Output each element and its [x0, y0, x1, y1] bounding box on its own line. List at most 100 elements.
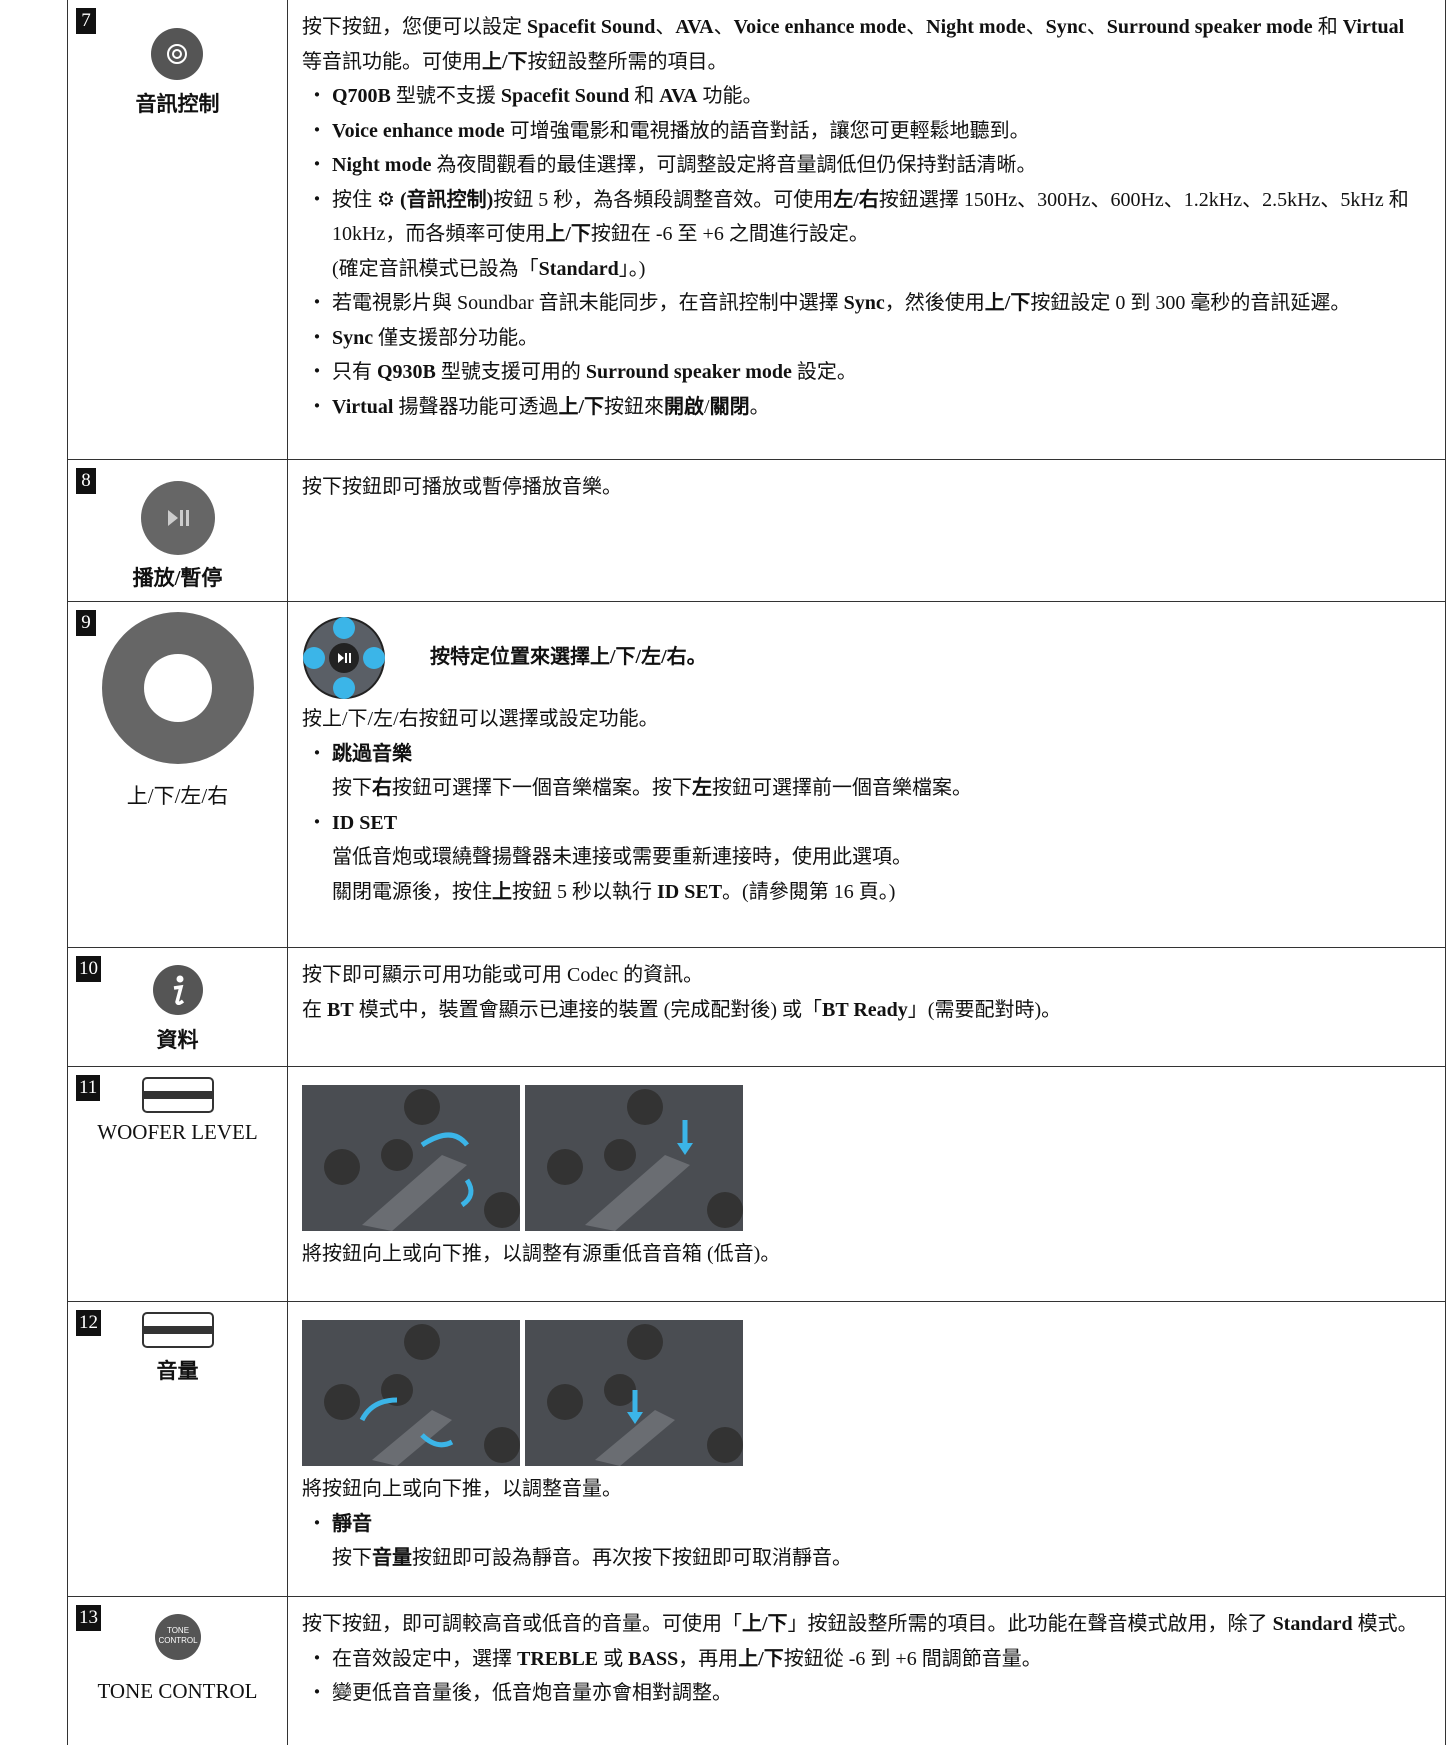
dpad-caption-row: 按特定位置來選擇上/下/左/右。 — [302, 612, 1427, 702]
text: 模式。 — [1352, 1613, 1418, 1635]
text: 按鈕可選擇下一個音樂檔案。按下 — [392, 777, 692, 799]
text: 當低音炮或環繞聲揚聲器未連接或需要重新連接時，使用此選項。 — [332, 846, 912, 868]
text: 功能。 — [697, 85, 763, 107]
bullet-item: ・靜音 — [302, 1507, 1427, 1542]
bullet: ・ — [307, 361, 327, 383]
bullet: ・ — [307, 395, 327, 418]
text: 將按鈕向上或向下推，以調整有源重低音音箱 (低音)。 — [302, 1243, 781, 1265]
table-row: 13 TONE CONTROL TONE CONTROL 按下按鈕，即可調較高音或… — [68, 1597, 1445, 1745]
remote-illustration — [302, 1085, 520, 1231]
text: 模式中，裝置會顯示已連接的裝置 (完成配對後) 或「 — [353, 998, 823, 1021]
bullet-item: ・變更低音音量後，低音炮音量亦會相對調整。 — [302, 1676, 1427, 1711]
text: 按上/下/左/右按鈕可以選擇或設定功能。 — [302, 708, 659, 730]
bold-text: (音訊控制) — [399, 188, 494, 211]
bullet-item: ・若電視影片與 Soundbar 音訊未能同步，在音訊控制中選擇 Sync，然後… — [302, 286, 1427, 321]
paragraph: 當低音炮或環繞聲揚聲器未連接或需要重新連接時，使用此選項。 — [302, 840, 1427, 875]
text: 可增強電影和電視播放的語音對話，讓您可更輕鬆地聽到。 — [504, 119, 1030, 142]
icon-cell: 11 WOOFER LEVEL — [68, 1067, 288, 1301]
bold-text: BASS — [628, 1647, 679, 1670]
text: ，然後使用 — [884, 292, 985, 314]
bullet-item: ・ Sync 僅支援部分功能。 — [302, 321, 1427, 356]
bold-text: TREBLE — [517, 1647, 599, 1670]
text: ，再用 — [678, 1647, 739, 1670]
icon-cell: 13 TONE CONTROL TONE CONTROL — [68, 1597, 288, 1745]
dpad-icon — [102, 612, 254, 764]
text: 和 — [629, 85, 660, 107]
description: 按特定位置來選擇上/下/左/右。 按上/下/左/右按鈕可以選擇或設定功能。・跳過… — [302, 612, 1427, 909]
text: 。(請參閱第 16 頁。) — [722, 880, 896, 903]
bullet: ・ — [307, 1512, 327, 1535]
dpad-diagram — [303, 617, 385, 699]
button-label: 音量 — [156, 1359, 199, 1383]
bullet: ・ — [307, 1682, 327, 1704]
bold-text: 上/下 — [482, 50, 528, 73]
paragraph: 按下右按鈕可選擇下一個音樂檔案。按下左按鈕可選擇前一個音樂檔案。 — [302, 771, 1427, 806]
bold-text: Q700B — [332, 85, 391, 107]
table-row: 10 資料 按下即可顯示可用功能或可用 Codec 的資訊。在 BT 模式中，裝… — [68, 948, 1445, 1067]
description: 將按鈕向上或向下推，以調整有源重低音音箱 (低音)。 — [302, 1077, 1427, 1272]
bold-text: Surround speaker mode — [585, 361, 792, 383]
text: 型號支援可用的 — [435, 361, 586, 383]
bold-text: BT — [327, 998, 354, 1021]
row-number: 12 — [76, 1310, 101, 1336]
text: 關閉電源後，按住 — [332, 880, 492, 903]
text: 按下 — [332, 777, 372, 799]
bold-text: Q930B — [377, 361, 436, 383]
bold-text: ID SET — [657, 880, 723, 903]
bold-text: Sync — [332, 326, 374, 349]
icon-cell: 8 播放/暫停 — [68, 460, 288, 601]
text: 按鈕即可設為靜音。再次按下按鈕即可取消靜音。 — [412, 1547, 852, 1569]
description-list: 將按鈕向上或向下推，以調整音量。・靜音 按下音量按鈕即可設為靜音。再次按下按鈕即可… — [302, 1472, 1427, 1576]
table-row: 8 播放/暫停 按下按鈕即可播放或暫停播放音樂。 — [68, 460, 1445, 602]
bold-text: Night mode — [332, 154, 432, 176]
bullet: ・ — [307, 154, 327, 176]
play-pause-icon — [141, 481, 215, 555]
bullet-item: ・ Q700B 型號不支援 Spacefit Sound 和 AVA 功能。 — [302, 79, 1427, 114]
text: 、 — [1025, 16, 1046, 38]
table-row: 11 WOOFER LEVEL 將按鈕向上或向下推，以調整有源重低音音箱 (低音… — [68, 1067, 1445, 1302]
paragraph: 按下按鈕，您便可以設定 Spacefit Sound、AVA、Voice enh… — [302, 10, 1427, 79]
row-number: 9 — [76, 610, 96, 636]
bold-text: Virtual — [332, 395, 394, 418]
slider-icon — [142, 1312, 214, 1348]
bullet: ・ — [307, 119, 327, 142]
bold-text: AVA — [675, 16, 714, 38]
text: 」(需要配對時)。 — [907, 998, 1062, 1021]
text: 揚聲器功能可透過 — [393, 395, 559, 418]
icon-text: CONTROL — [158, 1636, 198, 1645]
bullet-item: ・ Night mode 為夜間觀看的最佳選擇，可調整設定將音量調低但仍保持對話清… — [302, 148, 1427, 183]
bold-text: Spacefit Sound — [500, 85, 630, 107]
row-number: 8 — [76, 468, 96, 494]
button-label: 音訊控制 — [135, 92, 220, 116]
text: 按鈕在 -6 至 +6 之間進行設定。 — [590, 223, 869, 245]
bold-text: 上/下 — [742, 1613, 788, 1635]
text: 、 — [713, 16, 734, 38]
button-label: 資料 — [156, 1028, 199, 1052]
text: 按下按鈕即可播放或暫停播放音樂。 — [302, 476, 622, 498]
text: 變更低音音量後，低音炮音量亦會相對調整。 — [332, 1682, 732, 1704]
table-row: 7 音訊控制 按下按鈕，您便可以設定 Spacefit Sound、AVA、Vo… — [68, 0, 1445, 460]
bold-text: 上/下 — [545, 223, 591, 245]
illustrations — [302, 1312, 1427, 1472]
icon-cell: 7 音訊控制 — [68, 0, 288, 459]
description: 按下即可顯示可用功能或可用 Codec 的資訊。在 BT 模式中，裝置會顯示已連… — [302, 958, 1427, 1027]
text: 按鈕設整所需的項目。 — [527, 50, 728, 73]
bold-text: Virtual — [1342, 16, 1405, 38]
text: 」按鈕設整所需的項目。此功能在聲音模式啟用，除了 — [787, 1613, 1273, 1635]
bold-text: Surround speaker mode — [1106, 16, 1313, 38]
bold-text: 左/右 — [833, 188, 879, 211]
text: 按下按鈕，您便可以設定 — [302, 16, 527, 38]
text: 和 — [1312, 16, 1343, 38]
text: 按鈕 5 秒，為各頻段調整音效。可使用 — [493, 188, 834, 211]
text: 將按鈕向上或向下推，以調整音量。 — [302, 1478, 622, 1500]
bullet-item: ・ ID SET — [302, 806, 1427, 841]
bullet: ・ — [307, 292, 327, 314]
paragraph: 按下音量按鈕即可設為靜音。再次按下按鈕即可取消靜音。 — [302, 1541, 1427, 1576]
text: 、 — [906, 16, 927, 38]
text: 按鈕 5 秒以執行 — [512, 880, 657, 903]
button-label: TONE CONTROL — [97, 1679, 258, 1703]
row-number: 7 — [76, 8, 96, 34]
text: 按下按鈕，即可調較高音或低音的音量。可使用「 — [302, 1613, 742, 1635]
